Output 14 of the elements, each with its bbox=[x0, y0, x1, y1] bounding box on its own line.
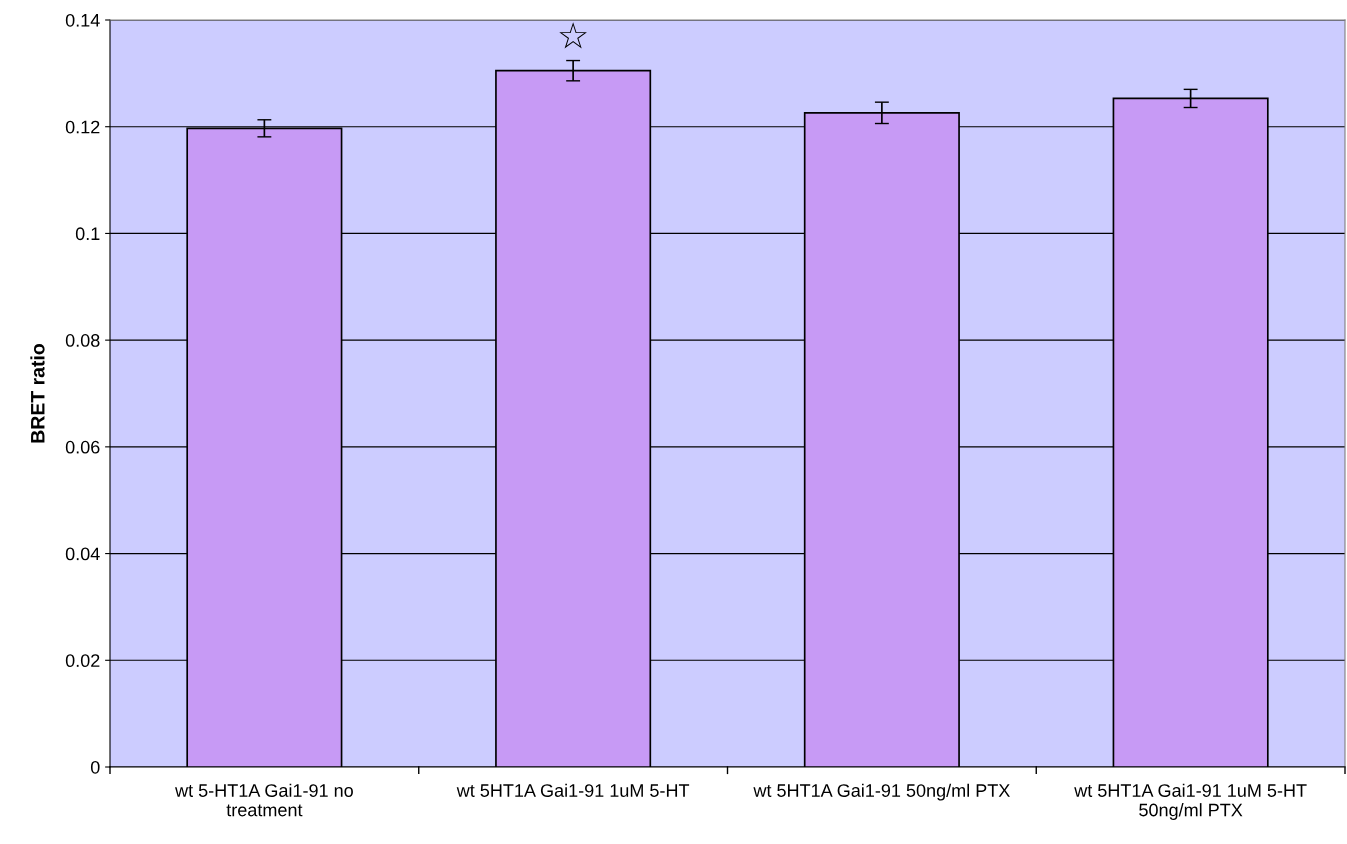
x-tick-label: wt 5-HT1A Gai1-91 no treatment bbox=[175, 783, 353, 817]
y-axis-title: BRET ratio bbox=[30, 344, 45, 443]
y-tick-label: 0.1 bbox=[75, 227, 100, 241]
y-tick-label: 0.02 bbox=[65, 654, 100, 668]
y-tick-label: 0 bbox=[90, 760, 100, 774]
x-tick-label: wt 5HT1A Gai1-91 1uM 5-HT bbox=[456, 783, 690, 797]
x-tick-label: wt 5HT1A Gai1-91 50ng/ml PTX bbox=[753, 783, 1010, 801]
y-tick-label: 0.04 bbox=[65, 547, 100, 561]
y-tick-label: 0.12 bbox=[65, 120, 100, 134]
y-tick-label: 0.06 bbox=[65, 440, 100, 454]
y-tick-label: 0.08 bbox=[65, 334, 100, 347]
annotation: ☆ bbox=[559, 22, 587, 49]
y-tick-label: 0.14 bbox=[65, 13, 100, 27]
x-tick-label: wt 5HT1A Gai1-91 1uM 5-HT 50ng/ml PTX bbox=[1074, 783, 1307, 820]
